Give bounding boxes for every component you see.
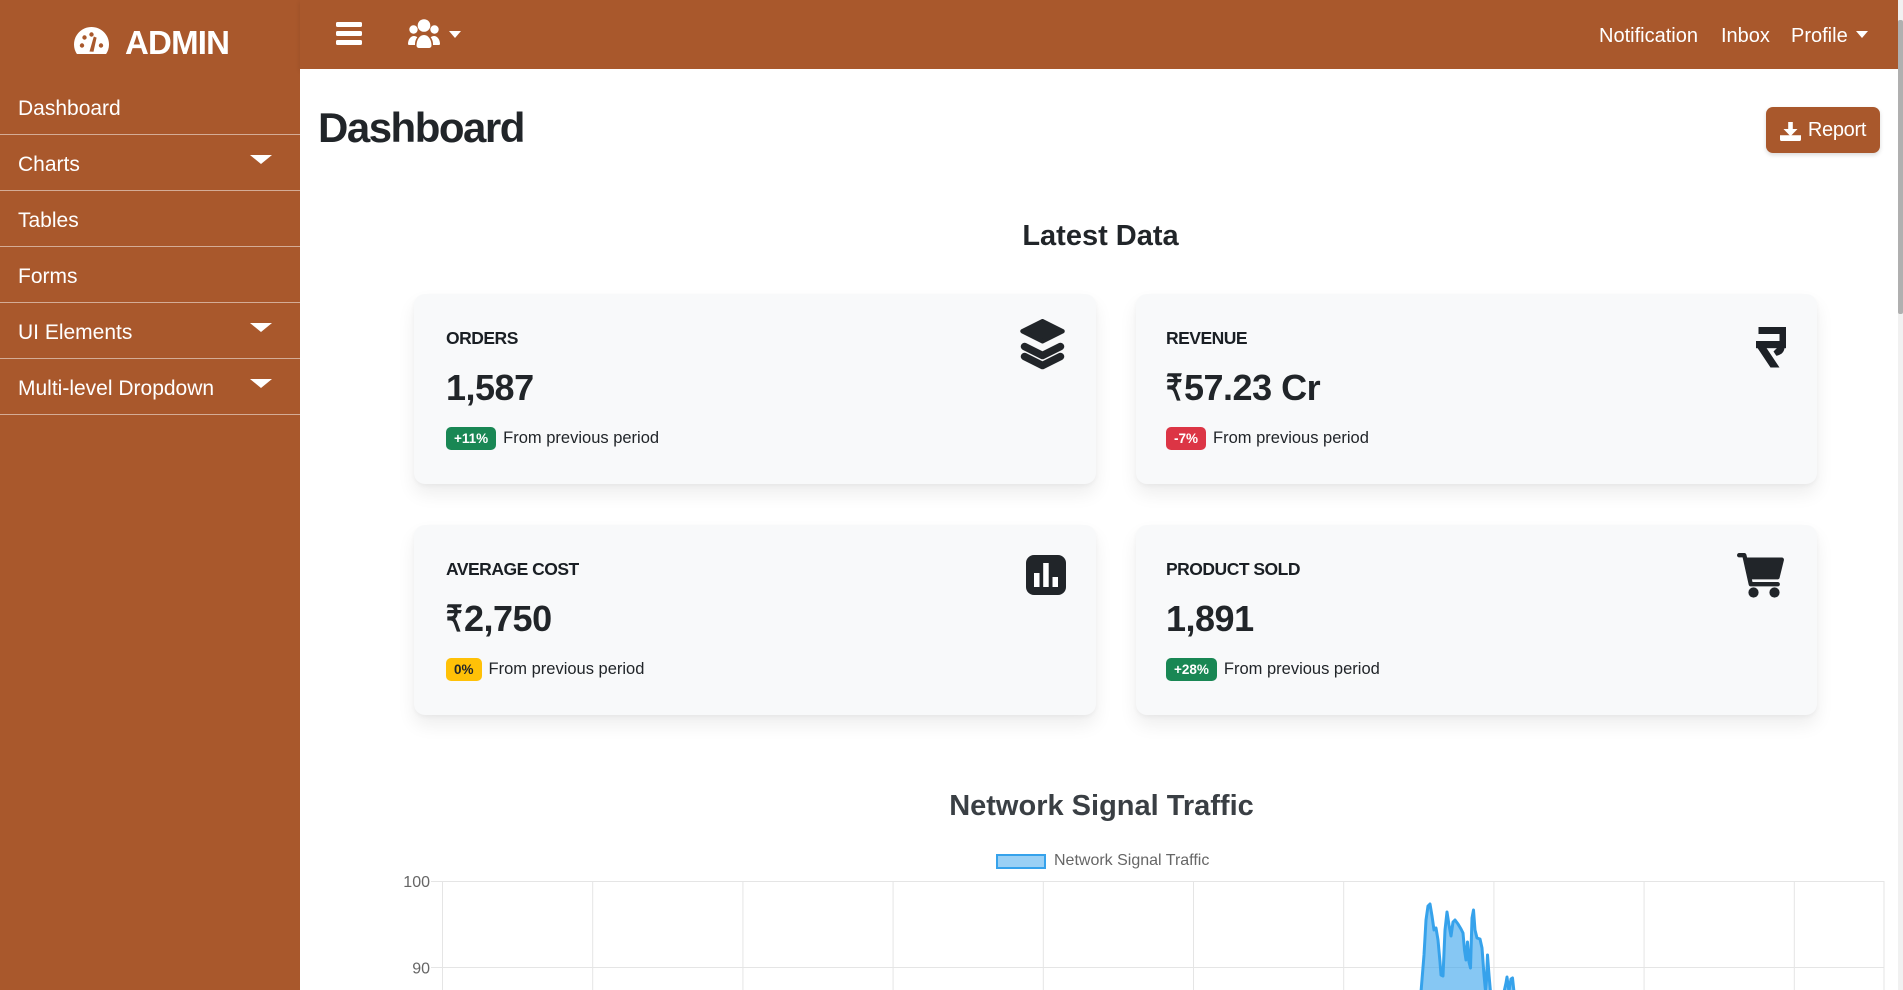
svg-text:90: 90 (412, 961, 430, 978)
svg-text:100: 100 (403, 874, 430, 891)
